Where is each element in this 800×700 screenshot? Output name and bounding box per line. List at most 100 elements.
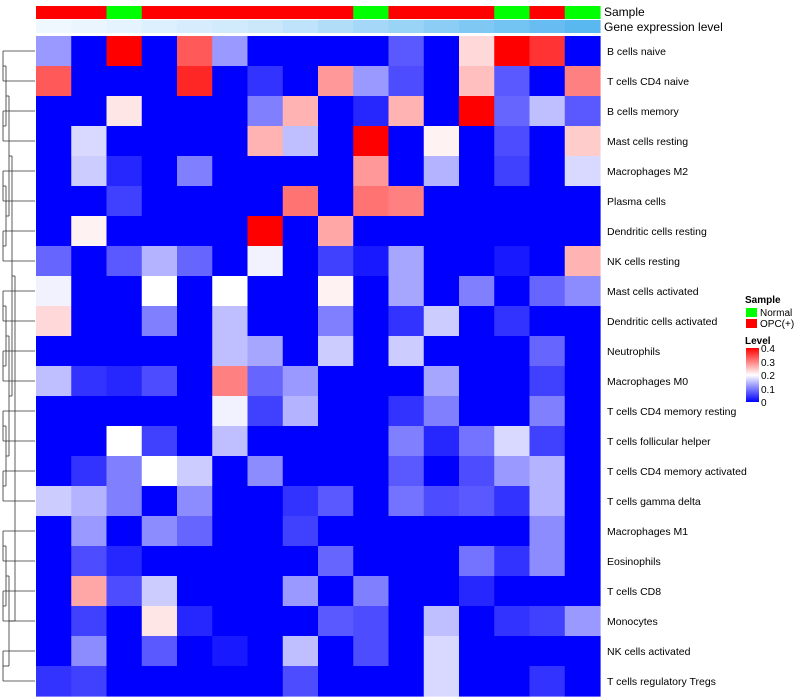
heatmap-cell [564,156,601,187]
heatmap-cell [212,666,249,697]
heatmap-cell [564,516,601,547]
heatmap-cell [71,96,108,127]
heatmap-cell [36,636,72,667]
sample-track-cell [459,6,495,19]
heatmap-cell [36,396,72,427]
heatmap-cell [71,246,108,277]
heatmap-cell [36,546,72,577]
heatmap-cell [423,456,460,487]
heatmap-cell [353,36,390,67]
heatmap-cell [494,216,531,247]
heatmap-cell [564,636,601,667]
heatmap-cell [318,336,354,367]
heatmap-cell [318,606,354,637]
heatmap-cell [71,546,108,577]
legend-swatch-opc [746,319,757,328]
heatmap-cell [141,366,178,397]
expression-track-cell [36,20,72,33]
heatmap-cell [423,156,460,187]
heatmap-cell [529,486,566,517]
heatmap-cell [459,246,495,277]
heatmap-cell [71,456,108,487]
heatmap-cell [564,306,601,337]
heatmap-cell [106,216,143,247]
heatmap-cell [177,516,213,547]
heatmap-cell [318,186,354,217]
heatmap-cell [141,336,178,367]
heatmap-cell [529,636,566,667]
heatmap-cell [529,546,566,577]
heatmap-cell [564,666,601,697]
heatmap-cell [212,246,249,277]
heatmap-cell [318,666,354,697]
heatmap-cell [529,396,566,427]
row-label: Dendritic cells resting [607,226,707,238]
heatmap-cell [318,366,354,397]
heatmap-cell [318,486,354,517]
row-label: T cells follicular helper [607,436,711,448]
heatmap-cell [212,516,249,547]
heatmap-cell [318,306,354,337]
heatmap-cell [106,36,143,67]
heatmap-cell [388,576,425,607]
heatmap-cell [247,606,284,637]
sample-track-cell [177,6,213,19]
heatmap-cell [212,96,249,127]
heatmap-cell [494,606,531,637]
heatmap-cell [529,666,566,697]
heatmap-cell [106,246,143,277]
heatmap-cell [494,426,531,457]
heatmap-cell [247,336,284,367]
heatmap-cell [459,426,495,457]
heatmap-cell [353,636,390,667]
heatmap-cell [71,516,108,547]
heatmap-cell [247,96,284,127]
heatmap-cell [564,36,601,67]
expression-track-cell [177,20,213,33]
heatmap-cell [36,126,72,157]
heatmap-cell [71,306,108,337]
heatmap-cell [282,336,319,367]
heatmap-cell [529,516,566,547]
heatmap-cell [564,186,601,217]
heatmap-cell [494,66,531,97]
heatmap-cell [423,216,460,247]
heatmap-cell [71,366,108,397]
heatmap-cell [388,516,425,547]
row-label: T cells regulatory Tregs [607,676,716,688]
sample-track-cell [247,6,284,19]
heatmap-cell [564,366,601,397]
heatmap-cell [529,426,566,457]
expression-track-cell [564,20,601,33]
heatmap-cell [36,456,72,487]
heatmap-cell [388,636,425,667]
heatmap-cell [459,666,495,697]
heatmap-cell [353,126,390,157]
heatmap-cell [459,126,495,157]
expression-track-cell [494,20,531,33]
heatmap-cell [106,546,143,577]
heatmap-cell [177,546,213,577]
sample-track-cell [106,6,143,19]
heatmap-cell [388,66,425,97]
level-colorbar [746,348,759,402]
level-tick-0.1: 0.1 [761,385,775,396]
heatmap-cell [353,306,390,337]
sample-track-cell [353,6,390,19]
heatmap-cell [177,276,213,307]
heatmap-cell [282,36,319,67]
heatmap-cell [212,366,249,397]
heatmap-cell [423,306,460,337]
heatmap-cell [212,546,249,577]
heatmap-cell [318,96,354,127]
heatmap-cell [459,96,495,127]
heatmap-cell [529,246,566,277]
heatmap-cell [282,276,319,307]
heatmap-cell [212,486,249,517]
heatmap-cell [529,576,566,607]
heatmap-cell [459,546,495,577]
heatmap-cell [494,546,531,577]
heatmap-cell [318,516,354,547]
heatmap-cell [282,456,319,487]
heatmap-cell [177,636,213,667]
